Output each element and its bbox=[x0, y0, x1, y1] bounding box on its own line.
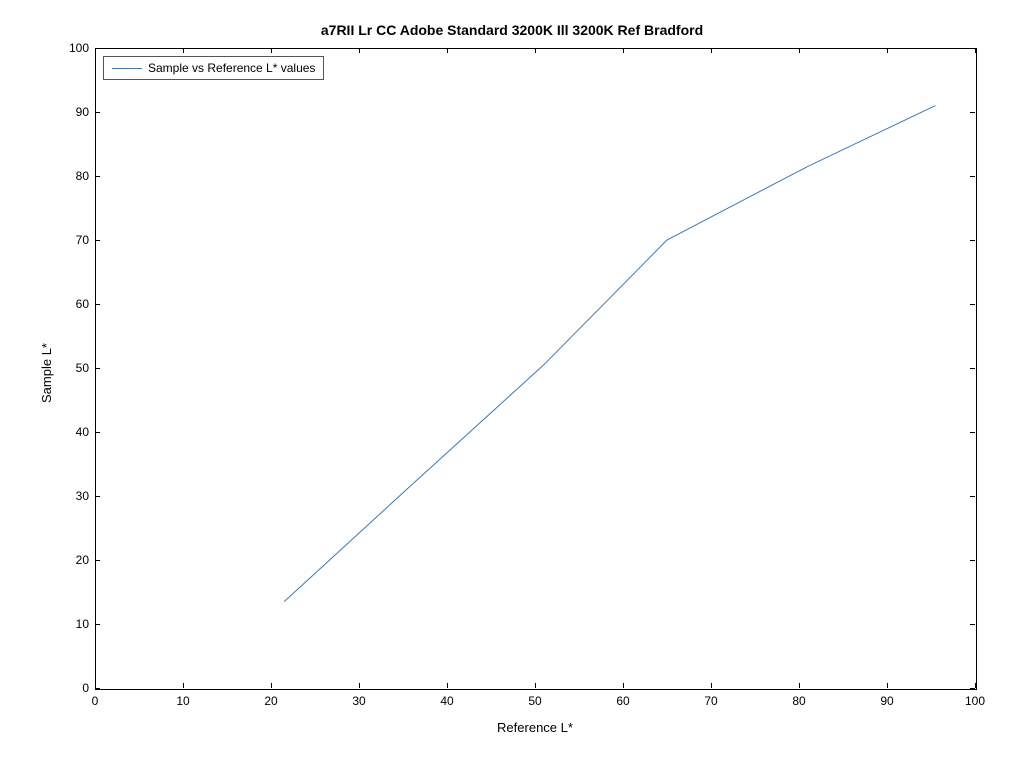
x-tick-mark-top bbox=[535, 48, 536, 53]
x-tick-label: 30 bbox=[352, 694, 365, 708]
x-tick-mark-top bbox=[887, 48, 888, 53]
x-tick-mark bbox=[623, 683, 624, 688]
data-line bbox=[284, 106, 935, 602]
y-tick-label: 50 bbox=[61, 361, 89, 375]
x-tick-label: 80 bbox=[792, 694, 805, 708]
y-axis-label: Sample L* bbox=[39, 343, 54, 403]
y-tick-label: 80 bbox=[61, 169, 89, 183]
x-tick-mark bbox=[887, 683, 888, 688]
y-tick-mark bbox=[95, 368, 100, 369]
y-tick-mark-right bbox=[970, 368, 975, 369]
x-tick-mark-top bbox=[799, 48, 800, 53]
x-tick-mark-top bbox=[271, 48, 272, 53]
y-tick-label: 20 bbox=[61, 553, 89, 567]
y-tick-mark-right bbox=[970, 48, 975, 49]
x-tick-mark bbox=[975, 683, 976, 688]
y-tick-mark bbox=[95, 624, 100, 625]
chart-container: a7RII Lr CC Adobe Standard 3200K Ill 320… bbox=[0, 0, 1024, 768]
y-tick-mark bbox=[95, 304, 100, 305]
x-tick-mark-top bbox=[711, 48, 712, 53]
y-tick-mark-right bbox=[970, 304, 975, 305]
y-tick-label: 10 bbox=[61, 617, 89, 631]
y-tick-mark-right bbox=[970, 560, 975, 561]
y-tick-label: 70 bbox=[61, 233, 89, 247]
y-tick-mark bbox=[95, 560, 100, 561]
x-tick-mark-top bbox=[183, 48, 184, 53]
x-tick-mark-top bbox=[975, 48, 976, 53]
y-tick-mark bbox=[95, 240, 100, 241]
x-axis-label: Reference L* bbox=[95, 720, 975, 735]
y-tick-label: 0 bbox=[61, 681, 89, 695]
y-tick-mark bbox=[95, 688, 100, 689]
y-tick-label: 60 bbox=[61, 297, 89, 311]
x-tick-label: 90 bbox=[880, 694, 893, 708]
x-tick-label: 100 bbox=[965, 694, 985, 708]
x-tick-mark bbox=[535, 683, 536, 688]
x-tick-label: 0 bbox=[92, 694, 99, 708]
x-tick-label: 10 bbox=[176, 694, 189, 708]
y-tick-mark bbox=[95, 48, 100, 49]
x-tick-mark bbox=[447, 683, 448, 688]
x-tick-label: 60 bbox=[616, 694, 629, 708]
x-tick-label: 70 bbox=[704, 694, 717, 708]
x-tick-mark bbox=[183, 683, 184, 688]
x-tick-mark bbox=[359, 683, 360, 688]
y-tick-mark-right bbox=[970, 496, 975, 497]
x-tick-mark-top bbox=[623, 48, 624, 53]
x-tick-mark bbox=[799, 683, 800, 688]
x-tick-label: 50 bbox=[528, 694, 541, 708]
y-tick-mark-right bbox=[970, 624, 975, 625]
x-tick-label: 20 bbox=[264, 694, 277, 708]
y-tick-mark-right bbox=[970, 112, 975, 113]
y-tick-mark bbox=[95, 432, 100, 433]
y-tick-mark-right bbox=[970, 176, 975, 177]
y-tick-mark bbox=[95, 496, 100, 497]
y-tick-mark-right bbox=[970, 432, 975, 433]
x-tick-mark bbox=[711, 683, 712, 688]
legend-box: Sample vs Reference L* values bbox=[103, 56, 324, 80]
x-tick-mark-top bbox=[447, 48, 448, 53]
x-tick-mark bbox=[271, 683, 272, 688]
y-tick-mark bbox=[95, 176, 100, 177]
line-series-svg bbox=[0, 0, 1024, 768]
y-tick-mark-right bbox=[970, 240, 975, 241]
legend-text: Sample vs Reference L* values bbox=[148, 61, 315, 75]
x-tick-mark-top bbox=[359, 48, 360, 53]
y-tick-label: 30 bbox=[61, 489, 89, 503]
legend-line-sample bbox=[112, 68, 142, 69]
y-tick-mark-right bbox=[970, 688, 975, 689]
x-tick-label: 40 bbox=[440, 694, 453, 708]
y-tick-label: 40 bbox=[61, 425, 89, 439]
y-tick-label: 100 bbox=[61, 41, 89, 55]
y-tick-label: 90 bbox=[61, 105, 89, 119]
y-tick-mark bbox=[95, 112, 100, 113]
